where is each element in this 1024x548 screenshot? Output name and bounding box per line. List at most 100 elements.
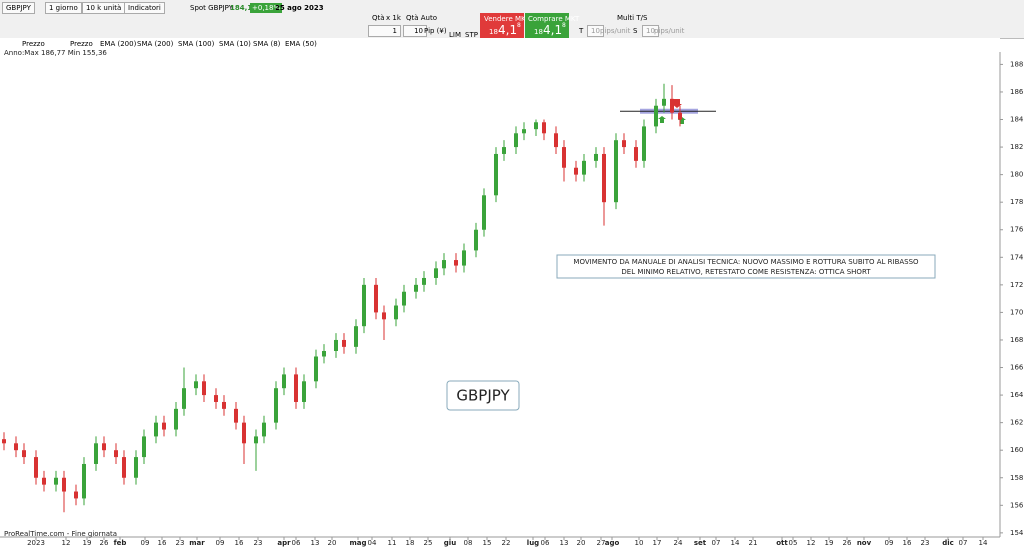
x-tick-label: 13 [311,539,320,547]
candle-body [434,268,438,278]
candle-body [282,374,286,389]
indicator[interactable]: Prezzo [22,40,45,48]
candle-body [414,284,418,292]
period[interactable]: 1 giorno [45,2,82,14]
sell-button[interactable]: Vendere MKT 18 4,1 8 [480,13,529,39]
indicator[interactable]: SMA (8) [253,40,281,48]
y-tick-label: 178 [1010,198,1023,206]
x-tick-label: 14 [979,539,988,547]
candle-body [574,167,578,175]
y-tick-label: 168 [1010,336,1023,344]
x-tick-label: 08 [464,539,473,547]
x-tick-label: 16 [235,539,244,547]
arrow-down [672,99,682,108]
candle-body [234,408,238,423]
x-tick-label: 15 [483,539,492,547]
arrow-up [678,117,686,124]
candle-body [678,112,682,120]
sell-big: 4,1 [498,23,518,37]
candle-body [582,160,586,175]
candle-body [382,312,386,320]
x-tick-label: mag [349,539,366,547]
y-tick-label: 158 [1010,474,1023,482]
chart-label: GBPJPY [456,387,510,405]
x-tick-label: 26 [843,539,852,547]
y-tick-label: 160 [1010,446,1023,454]
t-val[interactable]: 10 [587,25,604,37]
buy-label: Comprare MKT [528,15,580,23]
s[interactable]: S [633,27,638,35]
indicators[interactable]: Indicatori [124,2,165,14]
y-tick-label: 156 [1010,501,1024,509]
y-tick-label: 166 [1010,364,1024,372]
indicator[interactable]: EMA (50) [285,40,317,48]
spot: Spot GBPJPY [190,4,233,12]
indicator[interactable]: SMA (100) [178,40,215,48]
candle-body [314,356,318,382]
x-tick-label: 09 [141,539,150,547]
qty-mult: x 1k [386,14,401,22]
t-unit: pips/unit [600,27,631,35]
s-unit: pips/unit [654,27,685,35]
sell-sup: 8 [517,22,521,29]
y-tick-label: 164 [1010,391,1024,399]
y-tick-label: 182 [1010,143,1023,151]
x-tick-label: 04 [368,539,377,547]
x-tick-label: 2023 [27,539,45,547]
x-tick-label: 07 [959,539,968,547]
x-tick-label: 12 [62,539,71,547]
x-tick-label: 18 [406,539,415,547]
candle-body [42,477,46,485]
qty-value[interactable]: 1 [368,25,401,37]
y-tick-label: 176 [1010,226,1024,234]
indicator[interactable]: SMA (10) [219,40,251,48]
candle-body [274,388,278,423]
candle-body [82,463,86,499]
indicator[interactable]: SMA (200) [137,40,174,48]
x-tick-label: 19 [825,539,834,547]
x-tick-label: 23 [254,539,263,547]
indicator[interactable]: EMA (200) [100,40,137,48]
indicator-bar: Prezzo Prezzo EMA (200) SMA (200) SMA (1… [0,38,1000,50]
y-tick-label: 172 [1010,281,1023,289]
lim[interactable]: LIM [449,31,462,39]
multi[interactable]: Multi T/S [617,14,648,22]
date: 25 ago 2023 [275,4,324,12]
candle-body [22,450,26,458]
indicator[interactable]: Prezzo [70,40,93,48]
s-val[interactable]: 10 [642,25,659,37]
annotation: MOVIMENTO DA MANUALE DI ANALISI TECNICA:… [573,258,919,276]
buy-big: 4,1 [543,23,563,37]
pip-value[interactable]: 10 [403,25,427,37]
sell-pre: 18 [489,28,498,36]
y-tick-label: 184 [1010,116,1024,124]
candle-body [154,422,158,437]
candle-body [254,436,258,444]
x-tick-label: 06 [541,539,550,547]
units[interactable]: 10 k unità [82,2,126,14]
candle-body [142,436,146,458]
candle-body [322,350,326,357]
candle-body [342,339,346,347]
symbol[interactable]: GBPJPY [2,2,35,14]
x-tick-label: 19 [83,539,92,547]
x-tick-label: 07 [712,539,721,547]
buy-button[interactable]: Comprare MKT 18 4,1 8 [525,13,579,39]
candle-body [642,126,646,161]
candle-body [394,305,398,320]
candle-body [502,147,506,154]
stp[interactable]: STP [465,31,478,39]
candle-body [114,450,118,458]
t[interactable]: T [579,27,584,35]
pip-unit: Pip (¥) [424,27,447,35]
candle-body [522,129,526,134]
candle-body [534,122,538,130]
candle-body [182,388,186,409]
y-tick-label: 174 [1010,253,1024,261]
candle-body [654,105,658,127]
buy-pre: 18 [534,28,543,36]
x-tick-label: dic [942,539,954,547]
x-tick-label: 23 [176,539,185,547]
level-zone [640,108,698,114]
